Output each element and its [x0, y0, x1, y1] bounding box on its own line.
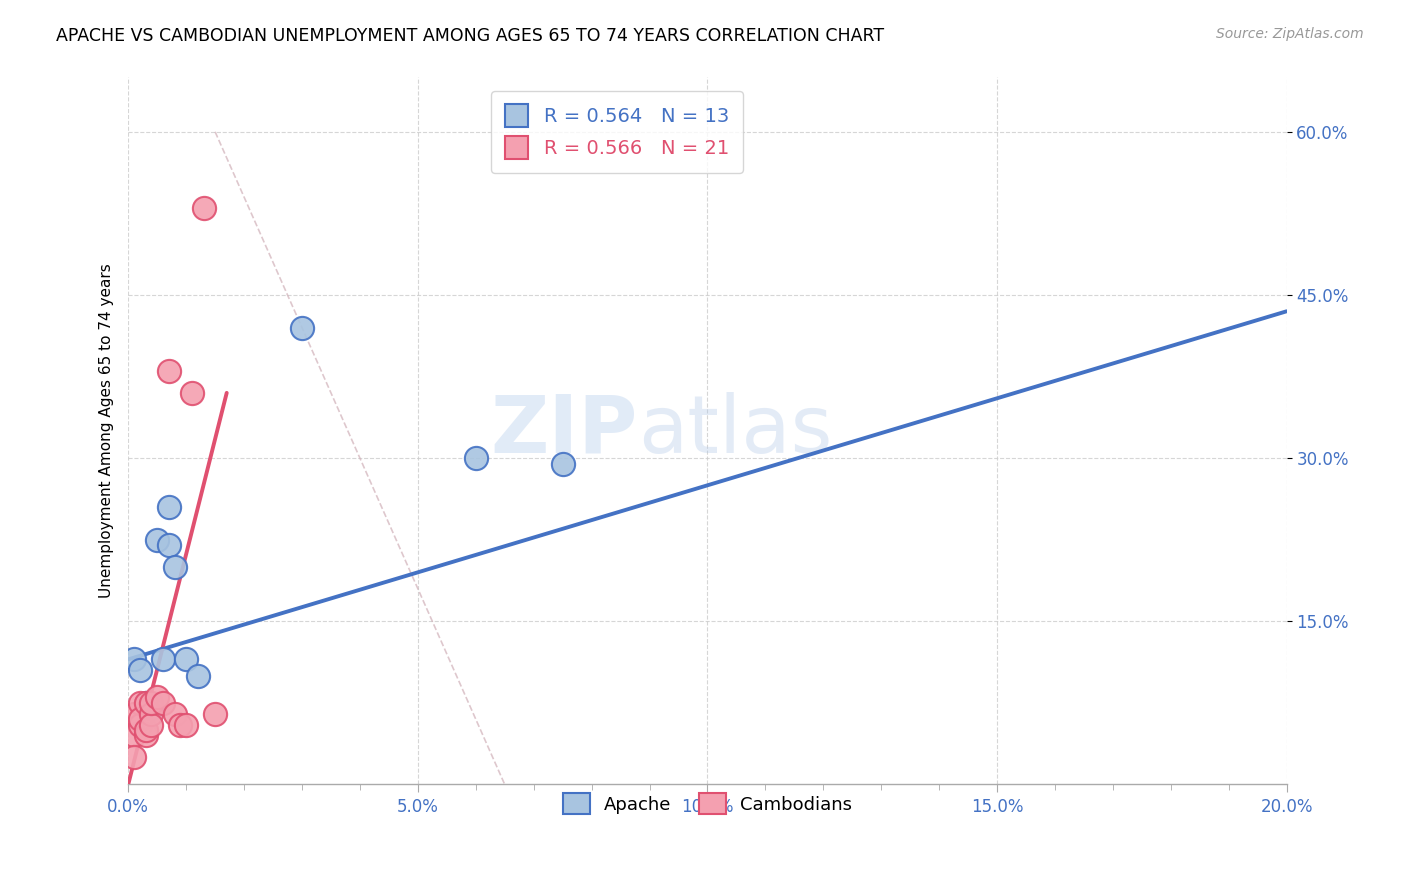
- Legend: Apache, Cambodians: Apache, Cambodians: [551, 782, 863, 825]
- Point: [146, 690, 169, 705]
- Point: [174, 717, 197, 731]
- Point: [135, 696, 157, 710]
- Text: ZIP: ZIP: [491, 392, 638, 470]
- Point: [157, 500, 180, 514]
- Point: [187, 668, 209, 682]
- Point: [146, 533, 169, 547]
- Point: [128, 712, 150, 726]
- Text: atlas: atlas: [638, 392, 832, 470]
- Point: [193, 201, 215, 215]
- Point: [152, 696, 174, 710]
- Point: [169, 717, 191, 731]
- Point: [204, 706, 226, 721]
- Point: [157, 364, 180, 378]
- Point: [128, 663, 150, 677]
- Point: [128, 696, 150, 710]
- Point: [135, 729, 157, 743]
- Point: [464, 451, 486, 466]
- Point: [157, 538, 180, 552]
- Text: APACHE VS CAMBODIAN UNEMPLOYMENT AMONG AGES 65 TO 74 YEARS CORRELATION CHART: APACHE VS CAMBODIAN UNEMPLOYMENT AMONG A…: [56, 27, 884, 45]
- Text: Source: ZipAtlas.com: Source: ZipAtlas.com: [1216, 27, 1364, 41]
- Point: [141, 706, 163, 721]
- Point: [122, 706, 145, 721]
- Point: [163, 560, 186, 574]
- Point: [141, 696, 163, 710]
- Point: [163, 706, 186, 721]
- Point: [551, 457, 574, 471]
- Point: [174, 652, 197, 666]
- Point: [181, 385, 204, 400]
- Point: [128, 717, 150, 731]
- Point: [122, 729, 145, 743]
- Point: [291, 320, 314, 334]
- Point: [141, 701, 163, 715]
- Point: [141, 717, 163, 731]
- Point: [135, 696, 157, 710]
- Point: [135, 723, 157, 737]
- Point: [122, 750, 145, 764]
- Y-axis label: Unemployment Among Ages 65 to 74 years: Unemployment Among Ages 65 to 74 years: [100, 263, 114, 599]
- Point: [122, 652, 145, 666]
- Point: [152, 652, 174, 666]
